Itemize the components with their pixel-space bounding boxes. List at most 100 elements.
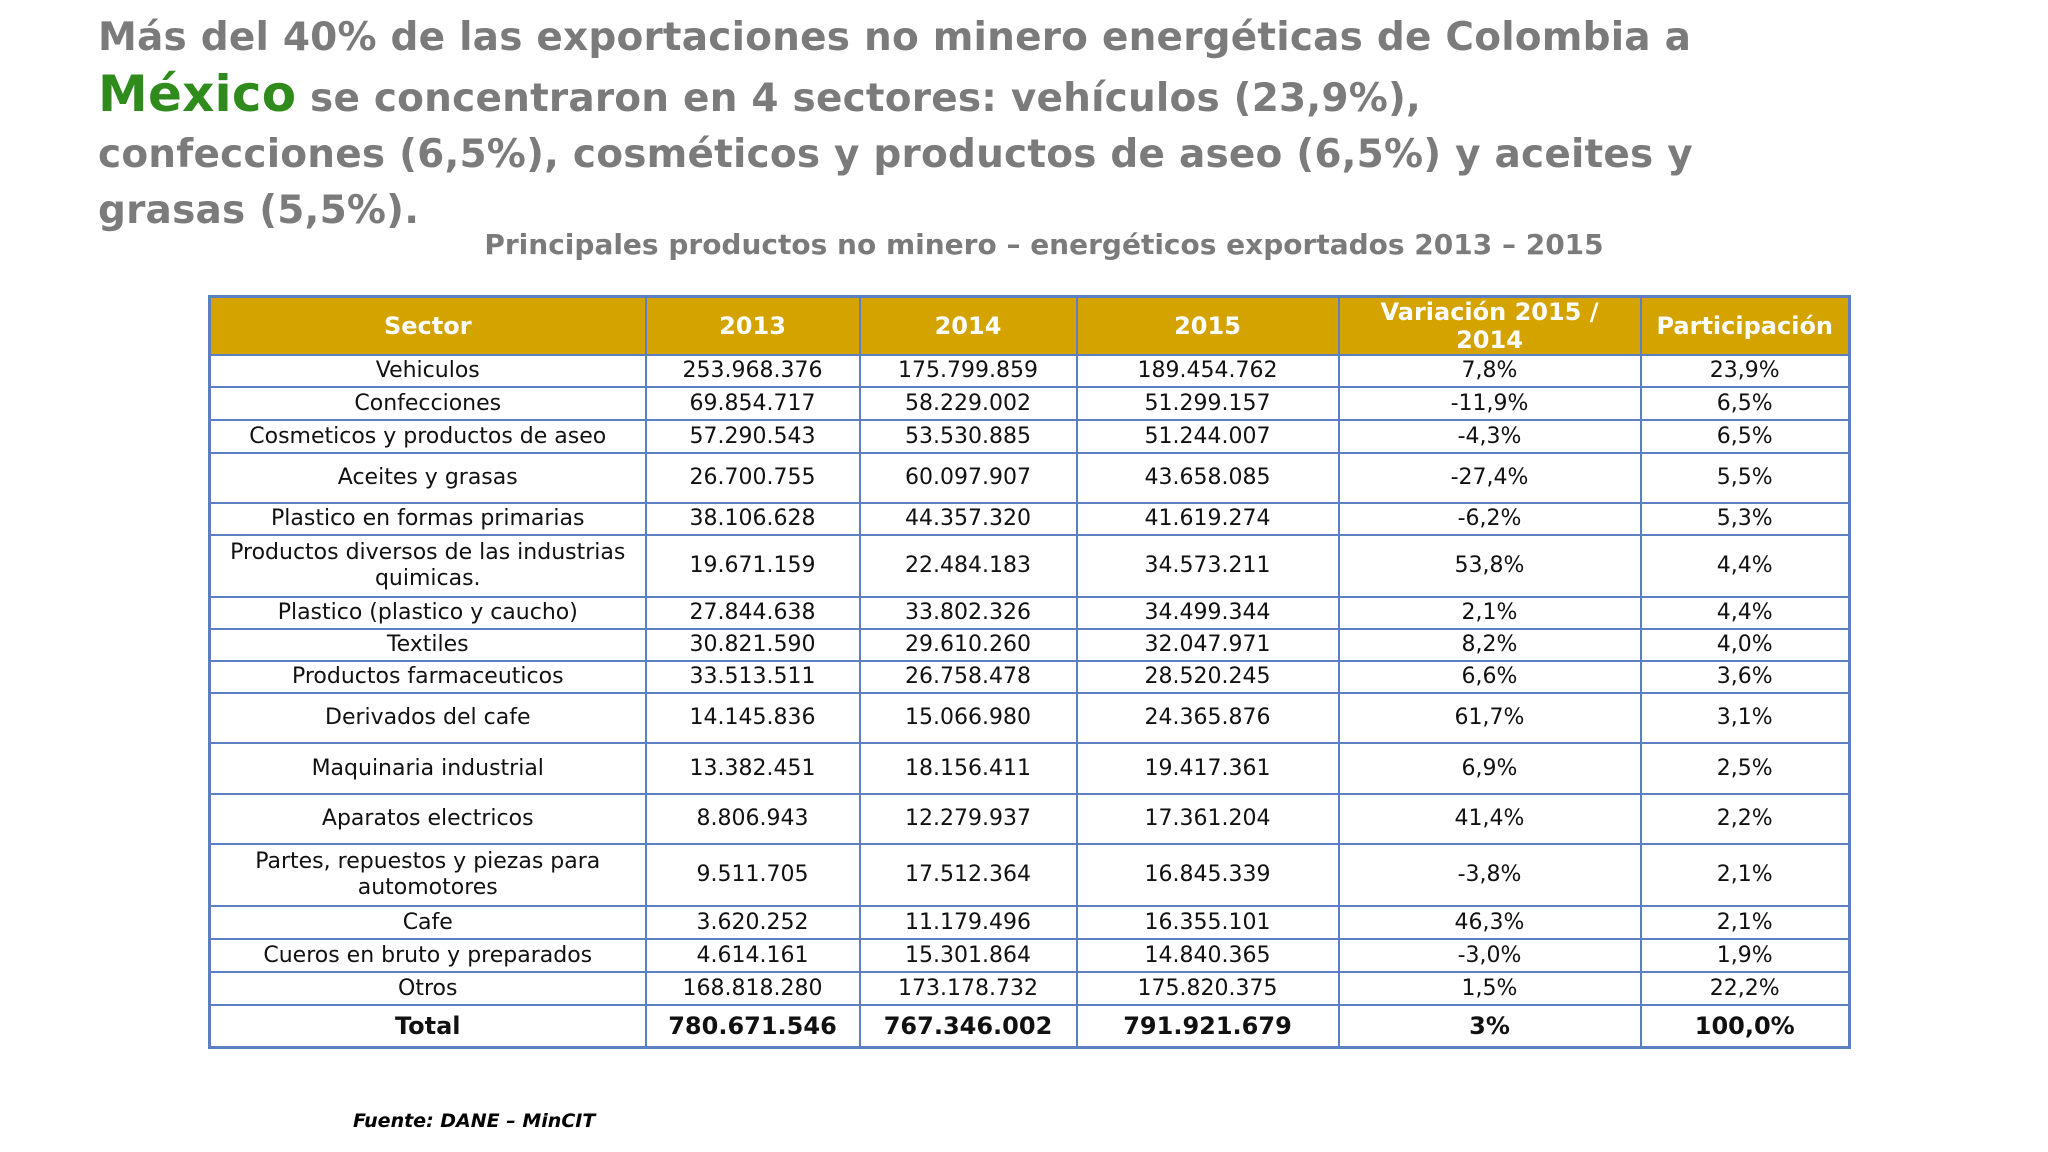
cell-sector: Cafe <box>208 905 647 940</box>
table-row: Partes, repuestos y piezas para automoto… <box>208 843 1851 907</box>
cell-sector: Productos diversos de las industrias qui… <box>208 534 647 598</box>
cell-value-2014: 22.484.183 <box>858 534 1078 598</box>
cell-value-2013: 4.614.161 <box>644 938 861 973</box>
cell-variation: -4,3% <box>1337 419 1642 454</box>
table-row: Plastico en formas primarias 38.106.628 44… <box>208 502 1851 536</box>
cell-value-2015: 17.361.204 <box>1075 793 1340 845</box>
cell-sector: Cosmeticos y productos de aseo <box>208 419 647 454</box>
cell-value-2014: 15.066.980 <box>858 692 1078 744</box>
headline-text-end: se concentraron en 4 sectores: vehículos… <box>98 76 1693 233</box>
cell-variation: 7,8% <box>1337 354 1642 388</box>
cell-value-2014: 44.357.320 <box>858 502 1078 536</box>
cell-value-2014: 60.097.907 <box>858 452 1078 504</box>
cell-value-2014: 26.758.478 <box>858 660 1078 694</box>
header-2014: 2014 <box>858 295 1078 356</box>
source-note: Fuente: DANE – MinCIT <box>353 1110 596 1132</box>
cell-participation: 6,5% <box>1639 419 1851 454</box>
table-row: Cosmeticos y productos de aseo 57.290.543… <box>208 419 1851 454</box>
cell-value-2014: 33.802.326 <box>858 596 1078 630</box>
cell-value-2014: 11.179.496 <box>858 905 1078 940</box>
table-row: Confecciones 69.854.717 58.229.002 51.299.1… <box>208 386 1851 421</box>
headline: Más del 40% de las exportaciones no mine… <box>98 10 1698 239</box>
cell-value-2013: 33.513.511 <box>644 660 861 694</box>
cell-variation: 2,1% <box>1337 596 1642 630</box>
cell-participation: 5,5% <box>1639 452 1851 504</box>
cell-value-2013: 26.700.755 <box>644 452 861 504</box>
table-title: Principales productos no minero – energé… <box>484 228 1604 261</box>
cell-participation: 23,9% <box>1639 354 1851 388</box>
cell-variation: 46,3% <box>1337 905 1642 940</box>
table-row: Cueros en bruto y preparados 4.614.161 15.… <box>208 938 1851 973</box>
cell-value-2014: 17.512.364 <box>858 843 1078 907</box>
header-participation: Participación <box>1639 295 1851 356</box>
cell-value-2015: 16.355.101 <box>1075 905 1340 940</box>
cell-participation: 6,5% <box>1639 386 1851 421</box>
table-row: Productos farmaceuticos 33.513.511 26.758.… <box>208 660 1851 694</box>
table-body: Vehiculos 253.968.376 175.799.859 189.454.7… <box>208 354 1851 1049</box>
cell-variation: -27,4% <box>1337 452 1642 504</box>
cell-variation: 6,6% <box>1337 660 1642 694</box>
cell-value-2015: 175.820.375 <box>1075 971 1340 1006</box>
headline-text-start: Más del 40% de las exportaciones no mine… <box>98 15 1692 60</box>
cell-value-2013: 168.818.280 <box>644 971 861 1006</box>
cell-sector: Otros <box>208 971 647 1006</box>
cell-participation: 1,9% <box>1639 938 1851 973</box>
cell-value-2013: 19.671.159 <box>644 534 861 598</box>
cell-value-2015: 34.573.211 <box>1075 534 1340 598</box>
cell-participation: 4,0% <box>1639 628 1851 662</box>
total-value-2013: 780.671.546 <box>644 1004 861 1049</box>
table-row: Vehiculos 253.968.376 175.799.859 189.454.7… <box>208 354 1851 388</box>
cell-value-2014: 29.610.260 <box>858 628 1078 662</box>
cell-sector: Derivados del cafe <box>208 692 647 744</box>
total-value-2015: 791.921.679 <box>1075 1004 1340 1049</box>
cell-value-2015: 41.619.274 <box>1075 502 1340 536</box>
cell-variation: 6,9% <box>1337 742 1642 795</box>
cell-value-2014: 173.178.732 <box>858 971 1078 1006</box>
cell-participation: 22,2% <box>1639 971 1851 1006</box>
cell-value-2013: 3.620.252 <box>644 905 861 940</box>
header-2013: 2013 <box>644 295 861 356</box>
cell-value-2013: 8.806.943 <box>644 793 861 845</box>
table-total-row: Total 780.671.546 767.346.002 791.921.679 3%… <box>208 1004 1851 1049</box>
table-row: Aceites y grasas 26.700.755 60.097.907 43.6… <box>208 452 1851 504</box>
cell-value-2015: 32.047.971 <box>1075 628 1340 662</box>
cell-participation: 2,5% <box>1639 742 1851 795</box>
cell-value-2013: 13.382.451 <box>644 742 861 795</box>
header-2015: 2015 <box>1075 295 1340 356</box>
total-value-2014: 767.346.002 <box>858 1004 1078 1049</box>
cell-value-2015: 28.520.245 <box>1075 660 1340 694</box>
cell-variation: 41,4% <box>1337 793 1642 845</box>
header-variation: Variación 2015 / 2014 <box>1337 295 1642 356</box>
cell-value-2015: 51.244.007 <box>1075 419 1340 454</box>
total-sector: Total <box>208 1004 647 1049</box>
cell-sector: Aparatos electricos <box>208 793 647 845</box>
table-row: Productos diversos de las industrias qui… <box>208 534 1851 598</box>
table-header-row: Sector 2013 2014 2015 Variación 2015 / 2… <box>208 295 1851 356</box>
cell-sector: Textiles <box>208 628 647 662</box>
headline-highlight-mexico: México <box>98 65 297 123</box>
cell-variation: -3,0% <box>1337 938 1642 973</box>
exports-table: Sector 2013 2014 2015 Variación 2015 / 2… <box>208 295 1851 1049</box>
total-participation: 100,0% <box>1639 1004 1851 1049</box>
cell-variation: -3,8% <box>1337 843 1642 907</box>
cell-variation: -6,2% <box>1337 502 1642 536</box>
cell-sector: Vehiculos <box>208 354 647 388</box>
cell-sector: Confecciones <box>208 386 647 421</box>
cell-value-2013: 253.968.376 <box>644 354 861 388</box>
cell-sector: Plastico en formas primarias <box>208 502 647 536</box>
table-row: Derivados del cafe 14.145.836 15.066.980 24… <box>208 692 1851 744</box>
cell-value-2015: 24.365.876 <box>1075 692 1340 744</box>
total-variation: 3% <box>1337 1004 1642 1049</box>
cell-value-2015: 16.845.339 <box>1075 843 1340 907</box>
cell-sector: Productos farmaceuticos <box>208 660 647 694</box>
cell-participation: 2,2% <box>1639 793 1851 845</box>
cell-value-2015: 19.417.361 <box>1075 742 1340 795</box>
cell-value-2013: 30.821.590 <box>644 628 861 662</box>
cell-sector: Maquinaria industrial <box>208 742 647 795</box>
cell-variation: -11,9% <box>1337 386 1642 421</box>
cell-sector: Cueros en bruto y preparados <box>208 938 647 973</box>
cell-sector: Aceites y grasas <box>208 452 647 504</box>
cell-value-2013: 57.290.543 <box>644 419 861 454</box>
cell-variation: 61,7% <box>1337 692 1642 744</box>
cell-value-2013: 38.106.628 <box>644 502 861 536</box>
